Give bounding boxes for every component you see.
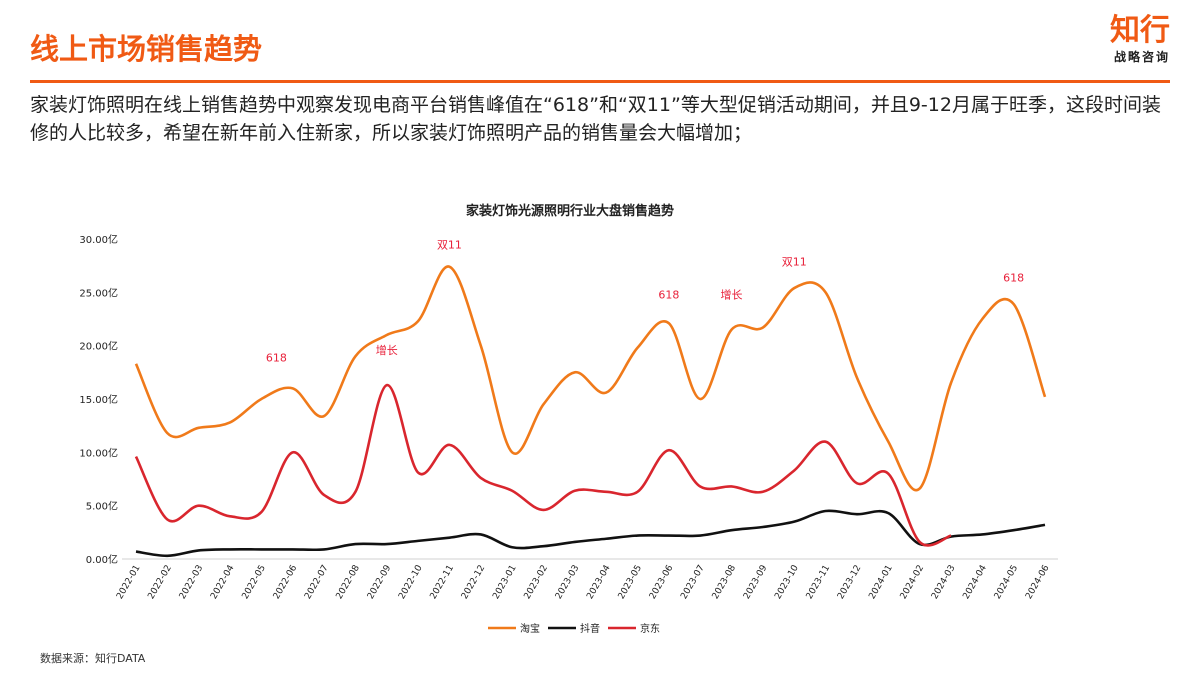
x-tick-label: 2023-12 — [836, 564, 863, 602]
legend-label: 抖音 — [580, 622, 600, 635]
x-tick-label: 2022-01 — [115, 564, 142, 602]
series-line-1 — [135, 509, 1046, 558]
y-tick-label: 20.00亿 — [79, 340, 118, 353]
x-tick-label: 2023-02 — [523, 564, 550, 602]
x-tick-label: 2023-07 — [679, 564, 706, 602]
chart-annotation: 双11 — [437, 239, 462, 252]
description: 家装灯饰照明在线上销售趋势中观察发现电商平台销售峰值在“618”和“双11”等大… — [30, 94, 1161, 144]
x-tick-label: 2022-02 — [146, 564, 173, 602]
series-line-2 — [134, 383, 952, 547]
page-title: 线上市场销售趋势 — [30, 32, 263, 66]
legend-label: 淘宝 — [520, 622, 540, 635]
title-divider — [30, 80, 1170, 83]
x-tick-label: 2023-01 — [491, 564, 518, 602]
series-line-0 — [134, 265, 1047, 492]
x-tick-label: 2022-06 — [272, 563, 300, 601]
y-tick-label: 0.00亿 — [86, 553, 118, 566]
x-tick-label: 2022-08 — [335, 563, 363, 601]
x-tick-label: 2022-10 — [397, 563, 425, 601]
x-tick-label: 2024-02 — [899, 564, 926, 602]
x-tick-label: 2023-11 — [805, 564, 832, 602]
y-tick-label: 5.00亿 — [86, 500, 118, 513]
x-tick-label: 2023-06 — [648, 563, 676, 601]
chart-annotation: 618 — [658, 289, 679, 302]
chart-annotation: 618 — [1003, 272, 1024, 285]
x-tick-label: 2024-03 — [930, 564, 957, 602]
chart-annotation: 增长 — [376, 343, 398, 357]
y-tick-label: 10.00亿 — [79, 446, 118, 459]
logo-sub: 战略咨询 — [1113, 50, 1170, 64]
chart-annotation: 增长 — [721, 288, 743, 302]
x-tick-label: 2022-09 — [366, 563, 394, 601]
chart-title: 家装灯饰光源照明行业大盘销售趋势 — [466, 203, 674, 219]
legend-label: 京东 — [640, 622, 660, 635]
x-tick-label: 2024-06 — [1024, 563, 1052, 601]
x-tick-label: 2022-04 — [209, 563, 237, 601]
x-tick-label: 2023-10 — [773, 563, 801, 601]
x-tick-label: 2022-12 — [460, 564, 487, 602]
source-note: 数据来源：知行DATA — [40, 652, 146, 665]
x-tick-label: 2024-01 — [867, 564, 894, 602]
logo: 知行 战略咨询 — [1110, 14, 1170, 65]
x-tick-label: 2023-04 — [585, 563, 613, 601]
x-tick-label: 2024-04 — [961, 563, 989, 601]
y-tick-label: 30.00亿 — [79, 233, 118, 246]
chart-annotation: 双11 — [782, 256, 807, 269]
x-tick-label: 2024-05 — [993, 564, 1020, 602]
x-tick-label: 2023-05 — [617, 564, 644, 602]
y-tick-label: 15.00亿 — [79, 393, 118, 406]
x-tick-label: 2022-07 — [303, 564, 330, 602]
x-tick-label: 2022-11 — [429, 564, 456, 602]
chart-annotation: 618 — [266, 352, 287, 365]
x-tick-label: 2022-05 — [241, 564, 268, 602]
y-tick-label: 25.00亿 — [79, 286, 118, 299]
x-tick-label: 2022-03 — [178, 564, 205, 602]
x-tick-label: 2023-08 — [711, 563, 739, 601]
x-tick-label: 2023-09 — [742, 563, 770, 601]
x-tick-label: 2023-03 — [554, 564, 581, 602]
logo-main: 知行 — [1110, 13, 1170, 48]
